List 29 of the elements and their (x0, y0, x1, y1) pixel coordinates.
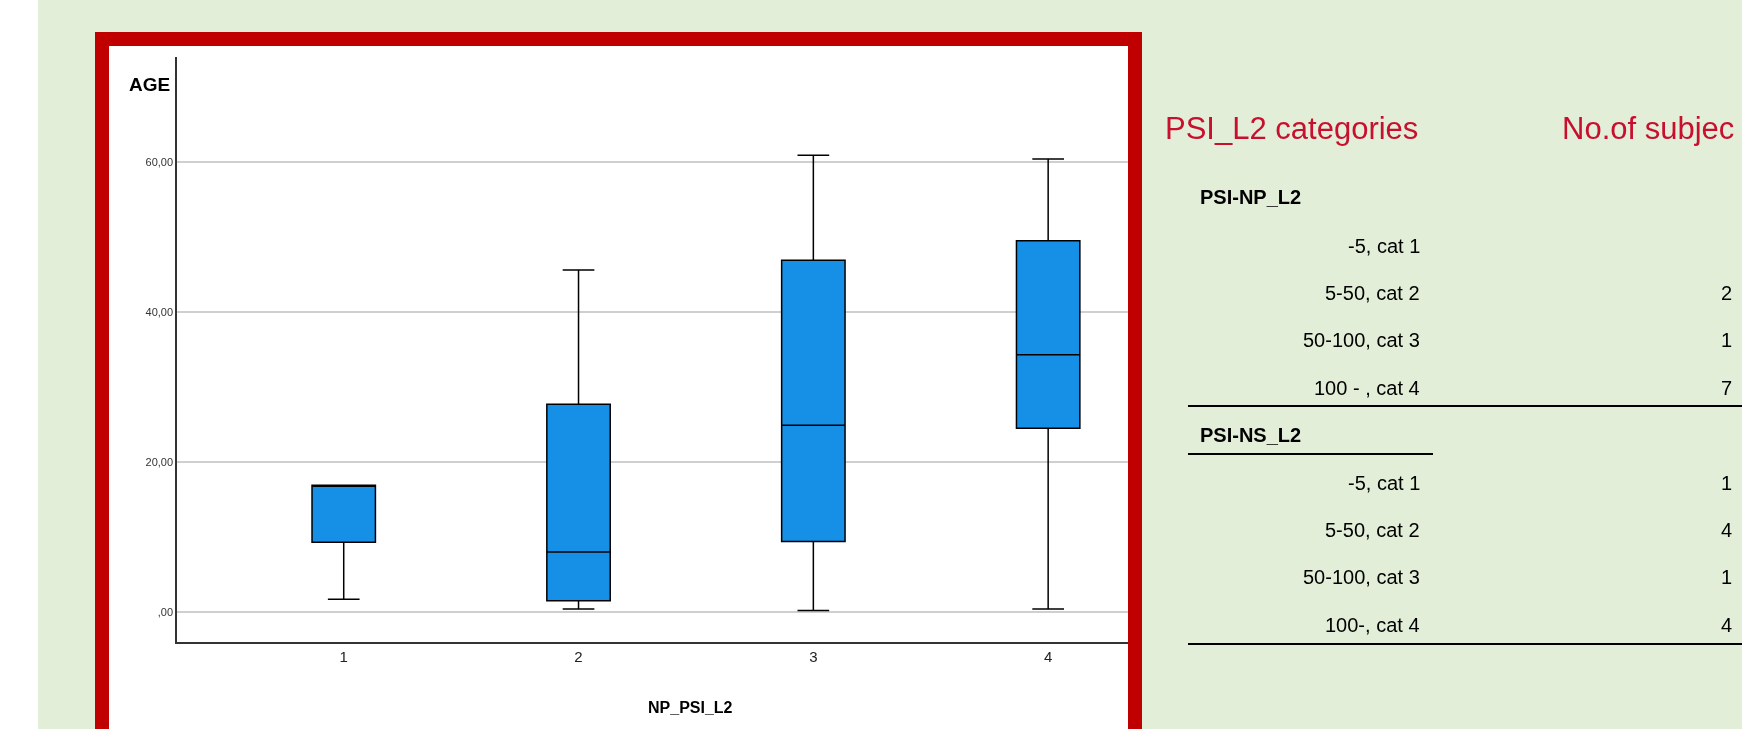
text: 50-100, cat 3 (1303, 329, 1420, 351)
text: 4 (1721, 614, 1733, 636)
text: 50-100, cat 3 (1303, 566, 1420, 588)
text: -5, cat 1 (1348, 235, 1421, 257)
y-tick-label: 40,00 (145, 305, 174, 318)
y-tick-label: ,00 (157, 605, 174, 618)
text: -5, cat 1 (1348, 472, 1421, 494)
text: PSI-NS_L2 (1200, 424, 1302, 446)
x-axis-title: NP_PSI_L2 (648, 699, 733, 716)
x-tick-label: 3 (809, 647, 818, 665)
text: 100 - , cat 4 (1314, 377, 1420, 399)
text: 1 (1721, 329, 1733, 351)
text: 2 (1721, 282, 1733, 304)
text: PSI-NP_L2 (1200, 186, 1302, 208)
x-tick-label: 1 (339, 647, 348, 665)
text: No.of subjec (1562, 111, 1735, 146)
text: PSI_L2 categories (1165, 111, 1419, 146)
text: 100-, cat 4 (1325, 614, 1420, 636)
text: 1 (1721, 566, 1733, 588)
text: 1 (1721, 472, 1733, 494)
y-axis-title: AGE (129, 74, 171, 95)
text: 4 (1721, 519, 1733, 541)
text: 5-50, cat 2 (1325, 519, 1420, 541)
x-tick-label: 2 (574, 647, 583, 665)
x-tick-label: 4 (1043, 647, 1053, 665)
y-tick-label: 60,00 (145, 155, 174, 168)
text: 7 (1721, 377, 1733, 399)
y-tick-label: 20,00 (145, 455, 174, 468)
text: 5-50, cat 2 (1325, 282, 1420, 304)
